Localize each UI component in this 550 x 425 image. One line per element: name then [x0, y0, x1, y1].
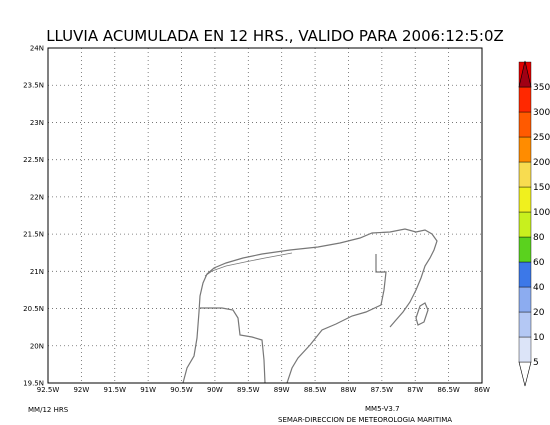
- colorbar-box: [518, 161, 532, 188]
- y-tick-label: 23N: [30, 119, 44, 127]
- x-tick-label: 86W: [474, 386, 490, 394]
- colorbar-label: 10: [533, 333, 545, 343]
- y-tick-label: 24N: [30, 45, 44, 53]
- x-tick-label: 87W: [407, 386, 423, 394]
- colorbar-box: [518, 236, 532, 263]
- y-tick-label: 22.5N: [23, 156, 44, 164]
- x-tick-label: 92.5W: [37, 386, 60, 394]
- x-tick-label: 90W: [207, 386, 223, 394]
- footer-model: MM5-V3.7: [365, 405, 400, 413]
- y-tick-label: 23.5N: [23, 82, 44, 90]
- map-frame: [47, 47, 483, 384]
- footer-credit: SEMAR-DIRECCION DE METEOROLOGIA MARITIMA: [278, 416, 452, 424]
- colorbar-box: [518, 86, 532, 113]
- y-tick-label: 19.5N: [23, 380, 44, 388]
- y-tick-label: 21N: [30, 268, 44, 276]
- colorbar-label: 80: [533, 233, 545, 243]
- colorbar-box: [518, 336, 532, 363]
- colorbar-label: 300: [533, 108, 550, 118]
- colorbar-box: [518, 261, 532, 288]
- x-tick-label: 89W: [274, 386, 290, 394]
- colorbar-label: 250: [533, 133, 550, 143]
- colorbar: 5 10 20 40 60 80 100 150 200 250 300 350: [518, 60, 550, 387]
- colorbar-end: [518, 361, 532, 387]
- colorbar-box: [518, 186, 532, 213]
- cozumel: [415, 302, 429, 326]
- state-border-east: [286, 254, 387, 384]
- x-tick-label: 90.5W: [170, 386, 193, 394]
- x-tick-label: 88W: [341, 386, 357, 394]
- y-tick-label: 20.5N: [23, 305, 44, 313]
- colorbar-label: 40: [533, 283, 545, 293]
- colorbar-end: [518, 60, 532, 88]
- x-tick-label: 87.5W: [371, 386, 394, 394]
- colorbar-box: [518, 136, 532, 163]
- colorbar-label: 20: [533, 308, 545, 318]
- x-tick-label: 91.5W: [104, 386, 127, 394]
- colorbar-label: 150: [533, 183, 550, 193]
- x-tick-label: 92W: [73, 386, 89, 394]
- state-border-west: [200, 307, 266, 384]
- colorbar-box: [518, 111, 532, 138]
- grid: 92.5W 92W 91.5W 91W 90.5W 90W 89.5W 89W 88.5W 88W…: [23, 45, 490, 395]
- y-tick-label: 22N: [30, 193, 44, 201]
- colorbar-label: 100: [533, 208, 550, 218]
- yucatan-coast: [182, 228, 438, 384]
- x-tick-label: 89.5W: [237, 386, 260, 394]
- y-tick-label: 20N: [30, 342, 44, 350]
- coastline: [182, 228, 438, 384]
- title: LLUVIA ACUMULADA EN 12 HRS., VALIDO PARA…: [46, 27, 504, 45]
- colorbar-label: 200: [533, 158, 550, 168]
- yucatan-coast-inner: [204, 252, 293, 277]
- colorbar-box: [518, 211, 532, 238]
- x-tick-label: 86.5W: [437, 386, 460, 394]
- y-tick-label: 21.5N: [23, 231, 44, 239]
- colorbar-label: 350: [533, 83, 550, 93]
- x-tick-label: 91W: [140, 386, 156, 394]
- colorbar-label: 60: [533, 258, 545, 268]
- colorbar-box: [518, 286, 532, 313]
- footer-units: MM/12 HRS: [28, 406, 69, 414]
- colorbar-box: [518, 311, 532, 338]
- x-tick-label: 88.5W: [304, 386, 327, 394]
- colorbar-label: 5: [533, 358, 539, 368]
